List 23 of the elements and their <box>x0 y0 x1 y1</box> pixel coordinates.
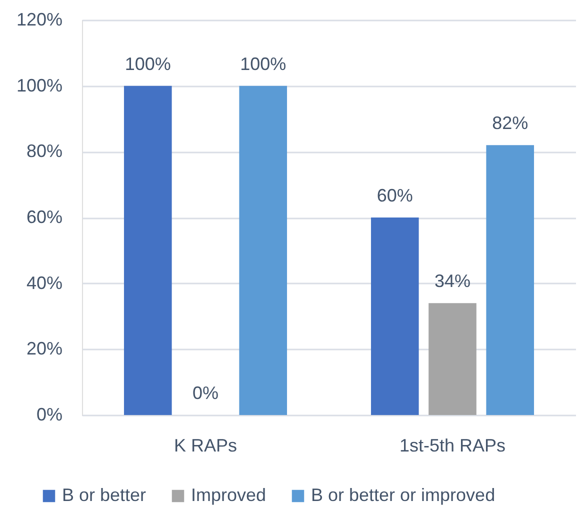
data-label: 60% <box>376 186 413 206</box>
data-label: 34% <box>434 271 471 292</box>
bar <box>370 218 419 415</box>
legend-label: B or better or improved <box>311 485 496 505</box>
y-tick-label: 80% <box>26 141 62 162</box>
legend-label: Improved <box>191 485 266 505</box>
bar <box>486 145 534 415</box>
y-tick-label: 120% <box>16 10 62 30</box>
legend-label: B or better <box>62 485 146 505</box>
bar <box>428 303 476 415</box>
bar <box>124 86 172 415</box>
y-tick-label: 100% <box>16 75 62 96</box>
data-label: 82% <box>492 113 528 134</box>
bar <box>239 86 288 415</box>
y-tick-label: 20% <box>26 338 62 359</box>
y-tick-label: 60% <box>26 207 62 227</box>
x-tick-label: 1st-5th RAPs <box>399 436 506 456</box>
y-tick-label: 0% <box>36 404 62 424</box>
data-label: 100% <box>124 54 171 74</box>
data-label: 0% <box>192 383 219 403</box>
data-label: 100% <box>240 54 286 74</box>
y-tick-label: 40% <box>26 272 62 293</box>
x-tick-label: K RAPs <box>174 436 238 456</box>
